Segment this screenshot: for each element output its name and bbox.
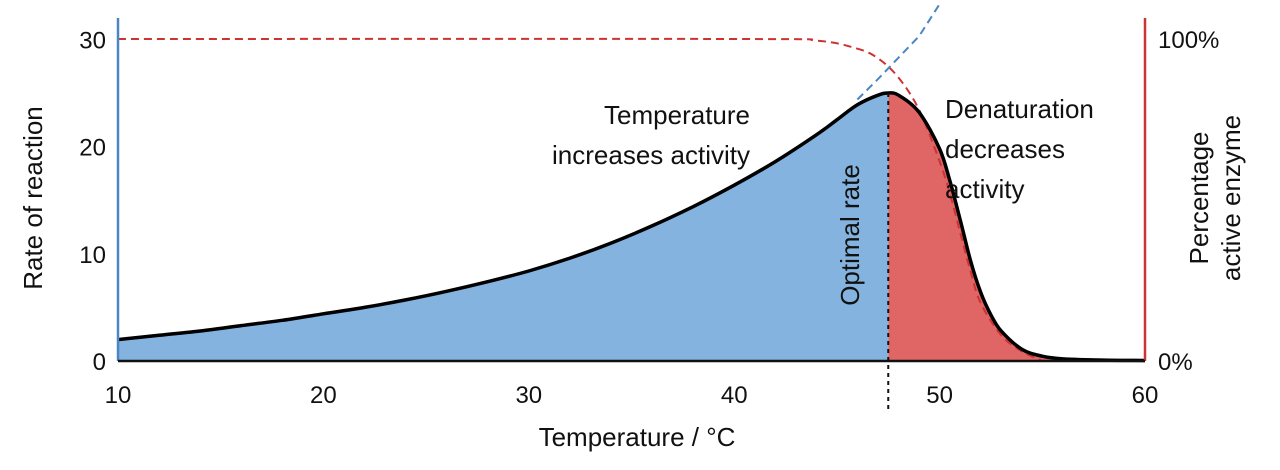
x-tick-label: 30: [515, 382, 542, 409]
y-tick-label: 0: [93, 349, 106, 376]
x-tick-label: 60: [1132, 382, 1159, 409]
x-tick-label: 10: [105, 382, 132, 409]
axes: [116, 18, 1147, 363]
y-tick-label: 10: [79, 242, 106, 269]
annotation-temperature-line-2: increases activity: [552, 140, 750, 170]
x-tick-label: 50: [926, 382, 953, 409]
annotation-optimal-rate: Optimal rate: [835, 164, 865, 306]
unlimited-rate-trend-line: [856, 3, 941, 101]
x-axis-label: Temperature / °C: [539, 422, 736, 452]
y2-axis-label-line-2: active enzyme: [1216, 115, 1246, 281]
y-tick-label: 20: [79, 135, 106, 162]
annotation-denaturation-line-2: decreases: [945, 134, 1065, 164]
area-fills: [118, 93, 1145, 361]
y2-tick-label: 0%: [1158, 349, 1193, 376]
annotation-temperature-line-1: Temperature: [604, 100, 750, 130]
x-tick-label: 40: [721, 382, 748, 409]
annotation-denaturation-line-1: Denaturation: [945, 94, 1094, 124]
curves: [117, 3, 1146, 363]
rate-curve: [117, 91, 1146, 363]
y-tick-label: 30: [79, 27, 106, 54]
y2-tick-label: 100%: [1158, 27, 1219, 54]
x-tick-label: 20: [310, 382, 337, 409]
falling-area: [888, 93, 1145, 361]
rising-area: [118, 93, 889, 361]
annotation-denaturation-line-3: activity: [945, 174, 1024, 204]
active-enzyme-line: [117, 37, 1043, 362]
y2-axis-label-line-1: Percentage: [1184, 132, 1214, 265]
tick-labels: 10 20 30 40 50 60 0 10 20 30 0% 100%: [79, 27, 1219, 409]
y-axis-label: Rate of reaction: [18, 106, 48, 290]
